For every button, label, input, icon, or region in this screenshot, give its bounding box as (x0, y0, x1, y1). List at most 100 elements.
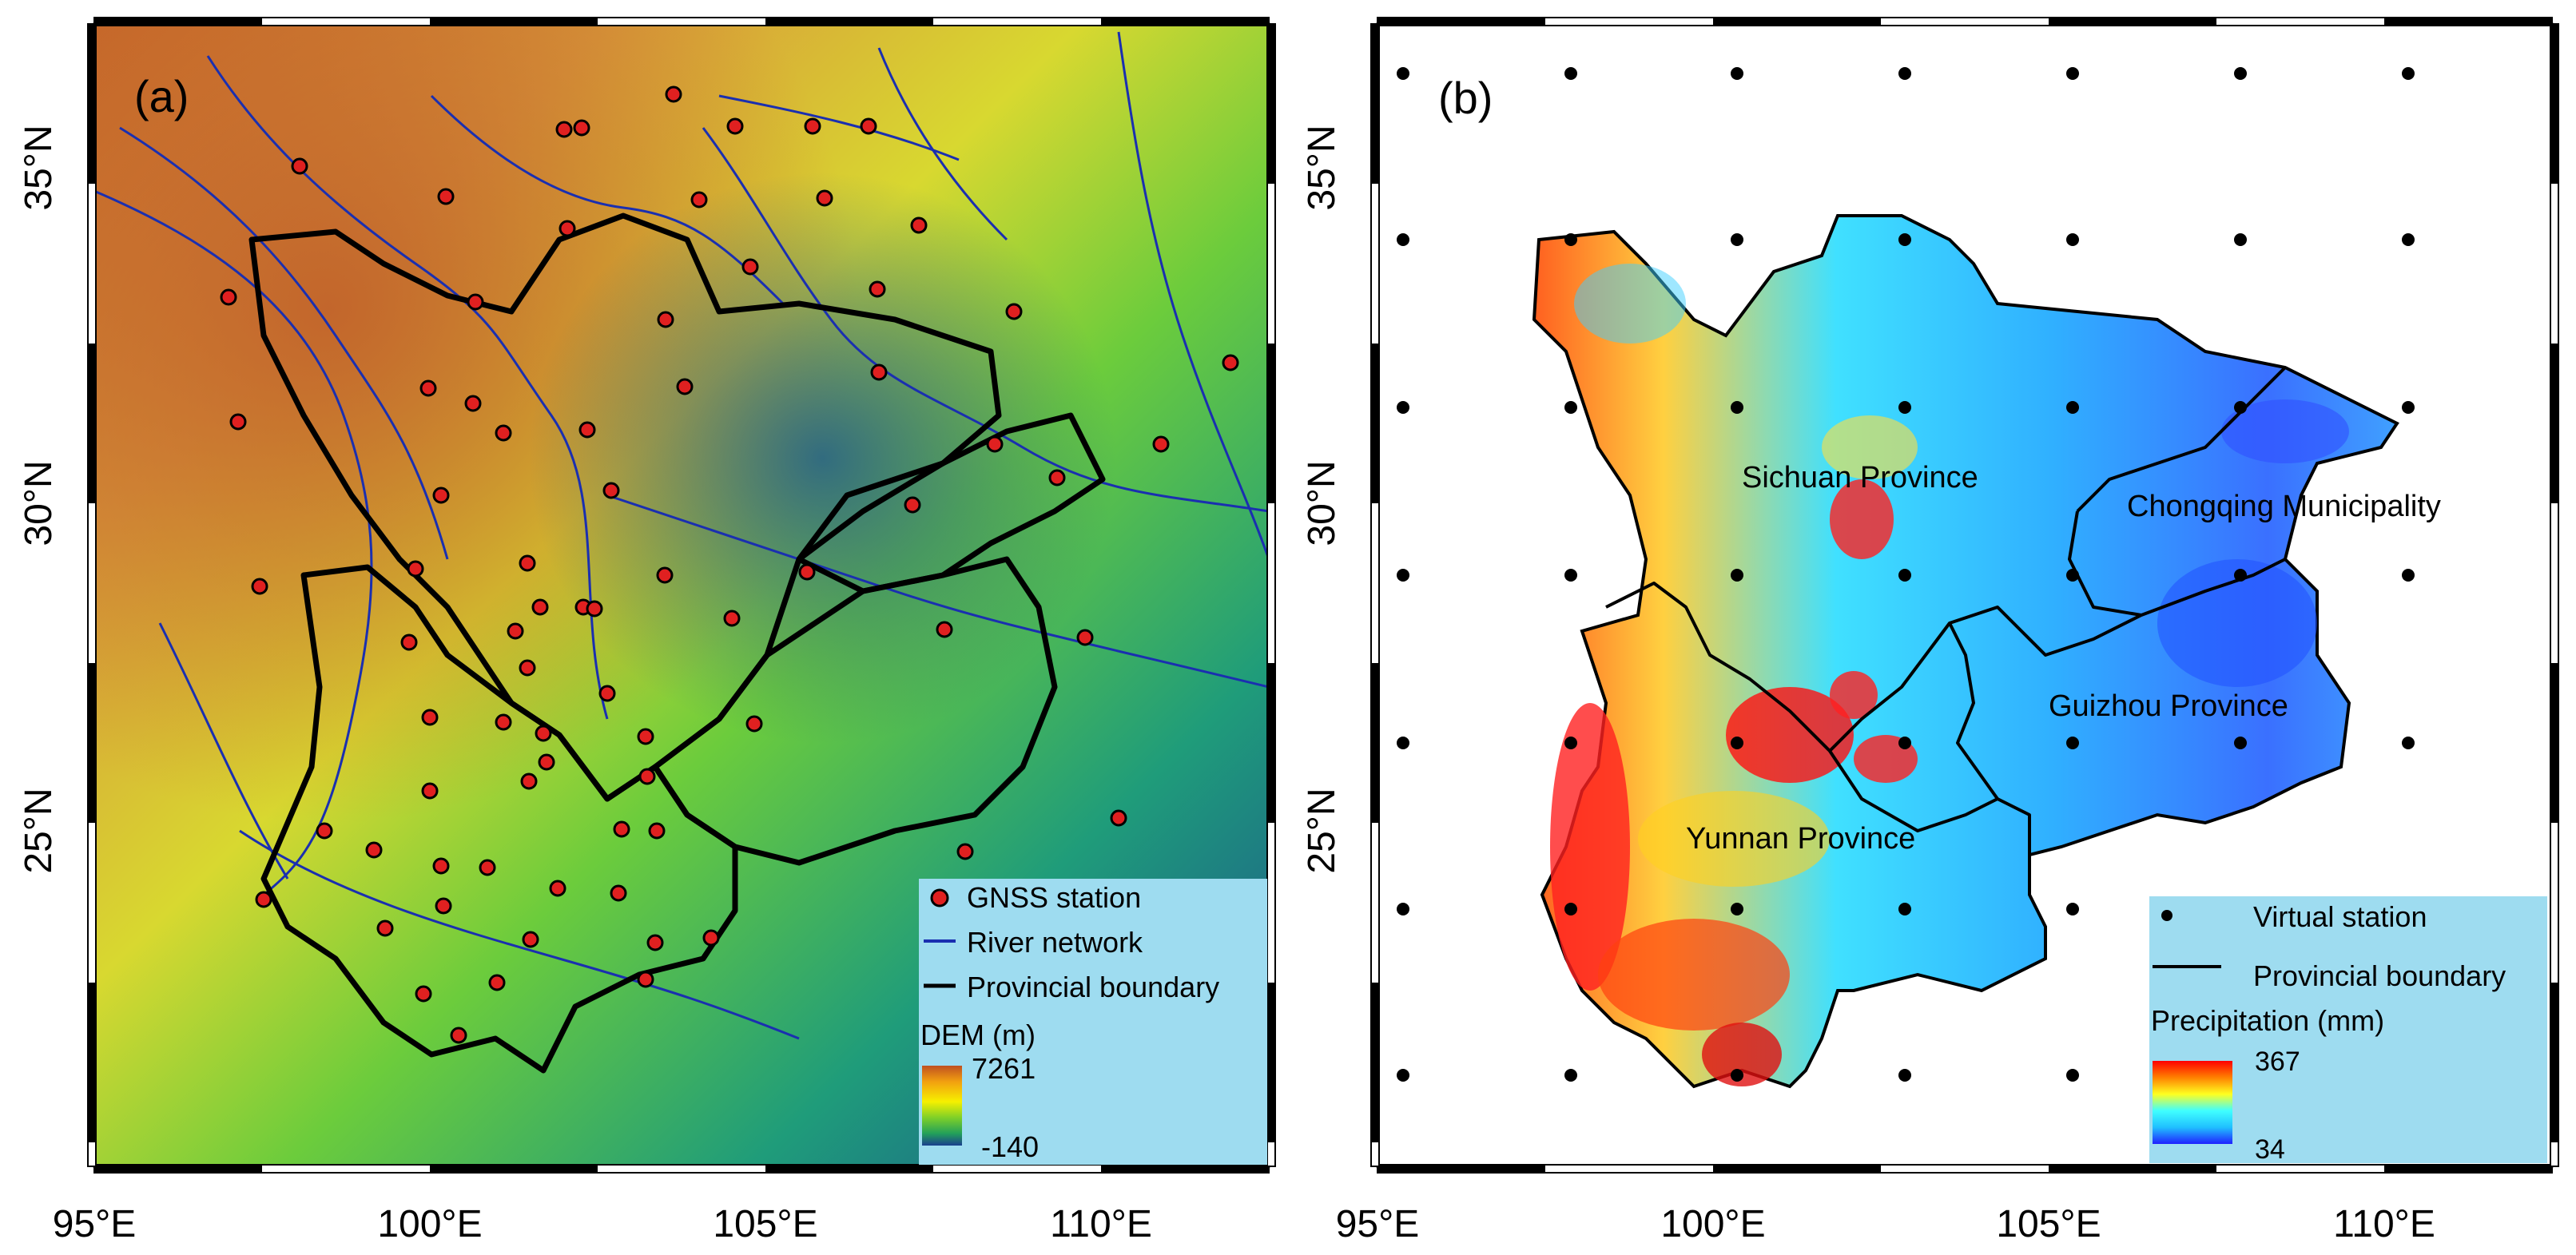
precip-colorbar (2153, 1061, 2232, 1144)
gnss-station-marker (1152, 435, 1170, 453)
precipitation-hotspots (1550, 264, 2349, 1086)
x-tick-95: 95°E (53, 1203, 137, 1245)
virtual-station-marker (2402, 569, 2415, 582)
panel-a-legend: GNSS station River network Provincial bo… (919, 879, 1267, 1165)
precip-colorbar-min: 34 (2255, 1134, 2285, 1165)
gnss-station-marker (531, 598, 549, 616)
virtual-station-marker (1397, 737, 1409, 749)
x-tick-105: 105°E (713, 1203, 817, 1245)
provincial-boundaries-b (1605, 366, 2287, 855)
virtual-station-marker (1564, 67, 1577, 80)
virtual-station-marker (1731, 67, 1743, 80)
dem-colorbar-title: DEM (m) (920, 1019, 1036, 1051)
virtual-station-marker (2066, 1069, 2079, 1082)
gnss-station-marker (610, 884, 627, 902)
gnss-station-marker (665, 85, 682, 103)
gnss-station-marker (1110, 809, 1127, 827)
panel-b-precipitation-map: Sichuan Province Chongqing Municipality … (1301, 17, 2559, 1245)
gnss-station-marker (676, 378, 694, 395)
gnss-station-marker (578, 421, 596, 439)
virtual-station-marker (1731, 233, 1743, 246)
gnss-station-marker (522, 931, 539, 948)
gnss-station-marker (573, 119, 590, 137)
precip-colorbar-max: 367 (2255, 1046, 2300, 1077)
virtual-station-marker (2402, 67, 2415, 80)
virtual-station-marker (1731, 401, 1743, 414)
gnss-station-marker (220, 288, 237, 306)
gnss-station-marker (702, 929, 720, 947)
y-tick-35-b: 35°N (1301, 125, 1343, 210)
virtual-station-marker (1564, 401, 1577, 414)
gnss-station-marker (419, 379, 437, 397)
virtual-station-marker (2234, 233, 2247, 246)
virtual-station-marker (1898, 903, 1911, 915)
gnss-station-marker (745, 715, 763, 733)
panel-b-frame (1370, 17, 2559, 1174)
gnss-station-marker (1048, 469, 1066, 487)
virtual-station-marker (1564, 569, 1577, 582)
gnss-station-marker (291, 157, 308, 175)
gnss-station-marker (421, 782, 439, 800)
gnss-station-marker (437, 188, 455, 205)
gnss-station-marker (519, 554, 536, 572)
gnss-station-marker (586, 600, 603, 618)
gnss-station-marker (869, 280, 886, 298)
gnss-station-marker (657, 311, 674, 328)
precip-colorbar-title: Precipitation (mm) (2151, 1004, 2384, 1037)
virtual-station-marker (2066, 67, 2079, 80)
gnss-station-marker (488, 974, 506, 991)
virtual-station-marker (2402, 401, 2415, 414)
virtual-station-marker (2234, 737, 2247, 749)
panel-b-legend: Virtual station Provincial boundary Prec… (2149, 896, 2547, 1165)
virtual-station-marker (1898, 401, 1911, 414)
gnss-station-marker (723, 610, 741, 627)
gnss-station-marker (804, 117, 821, 135)
gnss-station-marker (365, 841, 383, 859)
gnss-station-marker (535, 725, 552, 742)
dem-raster (94, 24, 1269, 1166)
x-tick-100-b: 100°E (1660, 1203, 1765, 1245)
gnss-stations (220, 85, 1239, 1044)
virtual-station-marker (2066, 737, 2079, 749)
gnss-station-marker (637, 728, 654, 745)
virtual-station-marker (1898, 737, 1911, 749)
dem-colorbar (922, 1066, 962, 1146)
virtual-station-marker (1898, 233, 1911, 246)
gnss-station-marker (726, 117, 744, 135)
virtual-station-marker (2234, 401, 2247, 414)
legend-river-label: River network (967, 926, 1143, 959)
gnss-station-marker (415, 985, 432, 1003)
gnss-station-marker (648, 822, 666, 840)
y-tick-35: 35°N (18, 125, 60, 210)
virtual-station-legend-icon (2161, 910, 2173, 921)
gnss-station-marker (255, 891, 272, 908)
virtual-station-marker (1397, 1069, 1409, 1082)
virtual-station-marker (1731, 903, 1743, 915)
gnss-station-marker (495, 424, 512, 442)
x-tick-110-b: 110°E (2333, 1203, 2435, 1245)
gnss-station-marker (956, 843, 974, 860)
gnss-station-marker (555, 121, 573, 138)
gnss-station-marker (421, 709, 439, 726)
virtual-station-marker (1397, 569, 1409, 582)
virtual-station-marker (2402, 233, 2415, 246)
gnss-station-marker (507, 622, 524, 640)
panel-a-dem-map: (a) GNSS station River network Provincia… (18, 17, 1276, 1245)
gnss-station-marker (690, 191, 708, 209)
legend-boundary-label: Provincial boundary (967, 971, 1219, 1003)
y-tick-30: 30°N (18, 460, 60, 546)
gnss-station-marker (432, 857, 450, 875)
virtual-station-marker (2066, 233, 2079, 246)
virtual-stations (1397, 67, 2415, 1082)
gnss-station-marker (816, 189, 833, 207)
virtual-station-marker (2234, 67, 2247, 80)
gnss-station-marker (251, 578, 268, 595)
x-tick-105-b: 105°E (1996, 1203, 2101, 1245)
gnss-station-marker (870, 363, 888, 381)
y-tick-30-b: 30°N (1301, 460, 1343, 546)
dem-colorbar-max: 7261 (972, 1052, 1036, 1085)
gnss-station-marker (407, 560, 424, 578)
gnss-station-marker (904, 496, 921, 514)
virtual-station-marker (2066, 401, 2079, 414)
virtual-station-marker (1564, 903, 1577, 915)
